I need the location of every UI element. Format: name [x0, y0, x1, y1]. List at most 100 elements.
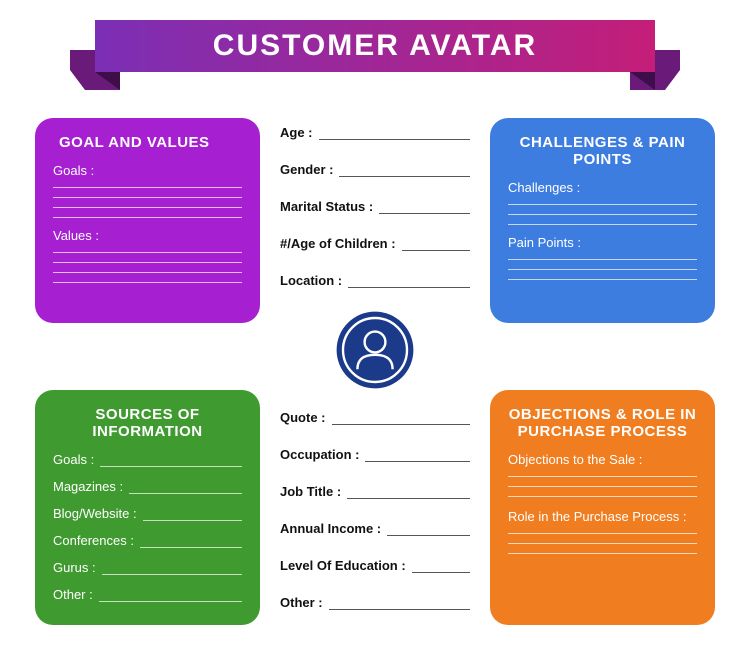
card-title: GOAL AND VALUES [53, 134, 242, 151]
field-row: #/Age of Children : [280, 236, 470, 251]
demographics-fields: Age : Gender : Marital Status : #/Age of Ch… [280, 125, 470, 310]
label-role: Role in the Purchase Process : [508, 509, 697, 524]
source-row: Magazines : [53, 479, 242, 494]
blank-line [508, 224, 697, 225]
label-objections: Objections to the Sale : [508, 452, 697, 467]
field-label: Job Title : [280, 484, 341, 499]
field-row: Quote : [280, 410, 470, 425]
blank-line [53, 207, 242, 208]
source-row: Conferences : [53, 533, 242, 548]
card-sources: SOURCES OF INFORMATION Goals : Magazines … [35, 390, 260, 625]
field-row: Age : [280, 125, 470, 140]
blank-line [508, 279, 697, 280]
section-role: Role in the Purchase Process : [508, 509, 697, 554]
sources-list: Goals : Magazines : Blog/Website : Conferen… [53, 452, 242, 602]
field-label: Gender : [280, 162, 333, 177]
section-objections: Objections to the Sale : [508, 452, 697, 497]
label-challenges: Challenges : [508, 180, 697, 195]
blank-line [365, 450, 470, 462]
blank-line [143, 511, 242, 521]
blank-line [53, 187, 242, 188]
field-label: Occupation : [280, 447, 359, 462]
card-objections: OBJECTIONS & ROLE IN PURCHASE PROCESS Ob… [490, 390, 715, 625]
blank-line [508, 533, 697, 534]
field-label: Location : [280, 273, 342, 288]
blank-line [332, 413, 471, 425]
blank-line [53, 197, 242, 198]
label-painpoints: Pain Points : [508, 235, 697, 250]
avatar-icon [335, 310, 415, 390]
blank-line [53, 252, 242, 253]
blank-line [99, 592, 242, 602]
blank-line [508, 204, 697, 205]
source-label: Goals : [53, 452, 94, 467]
blank-line [508, 486, 697, 487]
blank-line [339, 165, 470, 177]
source-row: Blog/Website : [53, 506, 242, 521]
blank-line [53, 282, 242, 283]
banner-notch-right [630, 72, 655, 90]
source-label: Conferences : [53, 533, 134, 548]
card-challenges: CHALLENGES & PAIN POINTS Challenges : Pa… [490, 118, 715, 323]
section-values: Values : [53, 228, 242, 283]
section-goals: Goals : [53, 163, 242, 218]
lines-painpoints [508, 259, 697, 280]
field-label: Level Of Education : [280, 558, 406, 573]
source-label: Gurus : [53, 560, 96, 575]
blank-line [508, 269, 697, 270]
blank-line [53, 217, 242, 218]
lines-challenges [508, 204, 697, 225]
field-label: Annual Income : [280, 521, 381, 536]
source-label: Other : [53, 587, 93, 602]
card-title: SOURCES OF INFORMATION [53, 406, 242, 440]
blank-line [508, 553, 697, 554]
field-label: Other : [280, 595, 323, 610]
blank-line [100, 457, 242, 467]
blank-line [102, 565, 242, 575]
lines-values [53, 252, 242, 283]
source-label: Blog/Website : [53, 506, 137, 521]
blank-line [412, 561, 470, 573]
field-row: Annual Income : [280, 521, 470, 536]
label-values: Values : [53, 228, 242, 243]
blank-line [329, 598, 470, 610]
blank-line [129, 484, 242, 494]
blank-line [140, 538, 242, 548]
field-label: Age : [280, 125, 313, 140]
field-label: Quote : [280, 410, 326, 425]
banner-main: CUSTOMER AVATAR [95, 20, 655, 72]
source-label: Magazines : [53, 479, 123, 494]
field-row: Job Title : [280, 484, 470, 499]
source-row: Goals : [53, 452, 242, 467]
source-row: Other : [53, 587, 242, 602]
lines-role [508, 533, 697, 554]
field-row: Gender : [280, 162, 470, 177]
blank-line [508, 214, 697, 215]
card-goal-values: GOAL AND VALUES Goals : Values : [35, 118, 260, 323]
lines-objections [508, 476, 697, 497]
blank-line [379, 202, 470, 214]
page-title: CUSTOMER AVATAR [213, 29, 537, 63]
blank-line [508, 496, 697, 497]
label-goals: Goals : [53, 163, 242, 178]
field-row: Level Of Education : [280, 558, 470, 573]
field-label: #/Age of Children : [280, 236, 396, 251]
blank-line [387, 524, 470, 536]
banner-notch-left [95, 72, 120, 90]
source-row: Gurus : [53, 560, 242, 575]
blank-line [347, 487, 470, 499]
section-challenges: Challenges : [508, 180, 697, 225]
field-label: Marital Status : [280, 199, 373, 214]
title-banner: CUSTOMER AVATAR [95, 20, 655, 90]
blank-line [508, 476, 697, 477]
blank-line [508, 259, 697, 260]
blank-line [508, 543, 697, 544]
profile-fields: Quote : Occupation : Job Title : Annual Inc… [280, 410, 470, 632]
field-row: Occupation : [280, 447, 470, 462]
blank-line [319, 128, 471, 140]
field-row: Other : [280, 595, 470, 610]
card-title: CHALLENGES & PAIN POINTS [508, 134, 697, 168]
blank-line [402, 239, 470, 251]
field-row: Marital Status : [280, 199, 470, 214]
lines-goals [53, 187, 242, 218]
